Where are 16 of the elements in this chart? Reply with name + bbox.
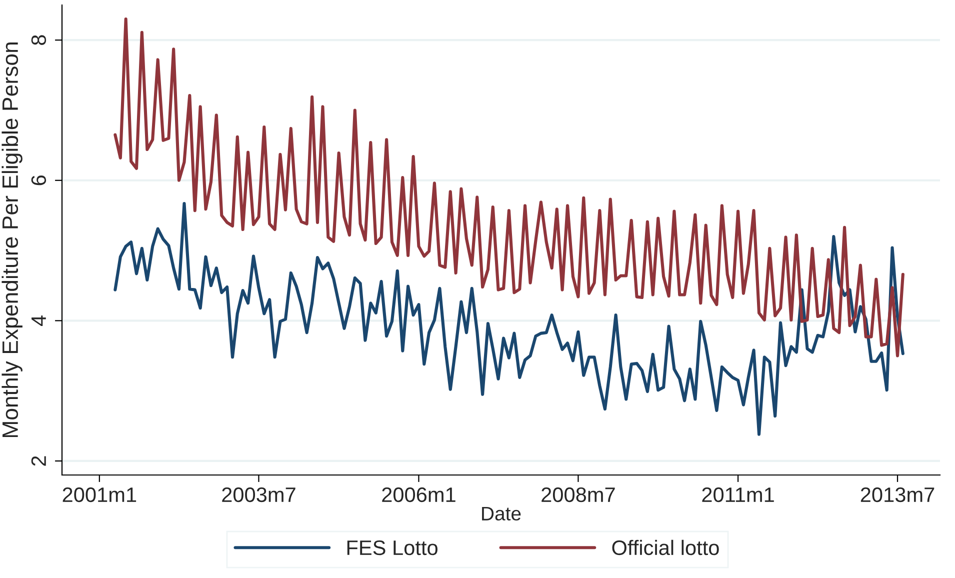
- line-series: [114, 18, 904, 358]
- y-tick-label: 8: [31, 35, 46, 45]
- x-tick-label: 2011m1: [702, 487, 774, 502]
- legend-label: Official lotto: [612, 540, 719, 556]
- x-tick-label: 2001m1: [62, 487, 136, 502]
- x-tick-label: 2013m7: [860, 487, 934, 502]
- x-tick-label: 2008m7: [542, 487, 615, 502]
- y-axis-title: Monthly Expenditure Per Eligible Person: [2, 42, 22, 438]
- y-tick-label: 2: [31, 456, 46, 466]
- x-tick-label: 2003m7: [222, 487, 296, 502]
- x-axis-title: Date: [482, 506, 521, 521]
- line-series: [114, 202, 904, 436]
- y-tick-label: 4: [32, 315, 46, 326]
- y-tick-label: 6: [31, 175, 46, 186]
- legend-label: FES Lotto: [347, 540, 438, 556]
- x-tick-label: 2006m1: [382, 487, 456, 502]
